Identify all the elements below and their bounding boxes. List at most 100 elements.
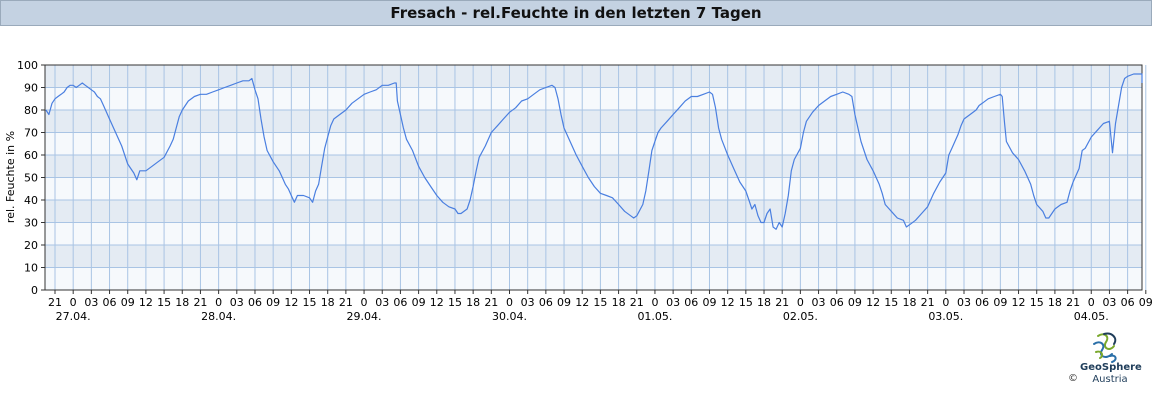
logo-subtitle: Austria bbox=[1092, 374, 1128, 385]
x-tick-label: 21 bbox=[1066, 296, 1080, 309]
band bbox=[45, 200, 1142, 223]
date-label: 03.05. bbox=[928, 310, 963, 323]
x-tick-label: 09 bbox=[557, 296, 571, 309]
x-tick-label: 06 bbox=[684, 296, 698, 309]
x-tick-label: 0 bbox=[651, 296, 658, 309]
x-tick-label: 12 bbox=[575, 296, 589, 309]
y-tick-label: 70 bbox=[24, 127, 38, 140]
x-tick-label: 18 bbox=[466, 296, 480, 309]
x-tick-label: 06 bbox=[975, 296, 989, 309]
x-tick-label: 06 bbox=[103, 296, 117, 309]
y-tick-label: 50 bbox=[24, 172, 38, 185]
x-tick-label: 21 bbox=[339, 296, 353, 309]
x-tick-label: 06 bbox=[393, 296, 407, 309]
x-tick-label: 09 bbox=[266, 296, 280, 309]
band bbox=[45, 245, 1142, 268]
x-tick-label: 09 bbox=[993, 296, 1007, 309]
x-tick-label: 15 bbox=[884, 296, 898, 309]
y-tick-label: 100 bbox=[17, 59, 38, 72]
date-label: 29.04. bbox=[347, 310, 382, 323]
y-axis: 0 10 20 30 40 50 60 70 80 90 100 bbox=[17, 59, 45, 297]
band bbox=[45, 87, 1142, 110]
x-tick-label: 06 bbox=[248, 296, 262, 309]
date-label: 30.04. bbox=[492, 310, 527, 323]
x-tick-label: 15 bbox=[593, 296, 607, 309]
x-tick-label: 09 bbox=[121, 296, 135, 309]
y-tick-label: 90 bbox=[24, 82, 38, 95]
x-tick-label: 12 bbox=[1012, 296, 1026, 309]
band bbox=[45, 222, 1142, 245]
x-tick-label: 15 bbox=[739, 296, 753, 309]
x-tick-label: 18 bbox=[612, 296, 626, 309]
geosphere-logo-icon bbox=[1093, 332, 1117, 363]
band bbox=[45, 110, 1142, 133]
y-tick-label: 30 bbox=[24, 217, 38, 230]
x-tick-label: 21 bbox=[193, 296, 207, 309]
x-tick-label: 15 bbox=[303, 296, 317, 309]
x-tick-label: 03 bbox=[1102, 296, 1116, 309]
y-tick-label: 0 bbox=[31, 284, 38, 297]
x-tick-label: 03 bbox=[84, 296, 98, 309]
x-tick-label: 09 bbox=[702, 296, 716, 309]
copyright-symbol: © bbox=[1068, 373, 1078, 384]
x-tick-label: 06 bbox=[830, 296, 844, 309]
x-tick-label: 0 bbox=[1088, 296, 1095, 309]
y-axis-label: rel. Feuchte in % bbox=[4, 131, 17, 223]
x-tick-label: 21 bbox=[48, 296, 62, 309]
x-tick-label: 09 bbox=[1139, 296, 1152, 309]
y-tick-label: 60 bbox=[24, 149, 38, 162]
x-tick-label: 06 bbox=[1121, 296, 1135, 309]
chart-title: Fresach - rel.Feuchte in den letzten 7 T… bbox=[0, 0, 1152, 26]
x-tick-label: 03 bbox=[521, 296, 535, 309]
x-tick-label: 12 bbox=[430, 296, 444, 309]
x-tick-label: 0 bbox=[215, 296, 222, 309]
date-label: 02.05. bbox=[783, 310, 818, 323]
band bbox=[45, 177, 1142, 200]
y-tick-label: 80 bbox=[24, 104, 38, 117]
humidity-line bbox=[45, 73, 1143, 230]
x-tick-label: 12 bbox=[866, 296, 880, 309]
x-tick-label: 12 bbox=[284, 296, 298, 309]
x-tick-label: 03 bbox=[666, 296, 680, 309]
x-tick-label: 12 bbox=[139, 296, 153, 309]
x-tick-label: 0 bbox=[797, 296, 804, 309]
x-tick-label: 18 bbox=[902, 296, 916, 309]
band bbox=[45, 132, 1142, 155]
x-tick-label: 09 bbox=[848, 296, 862, 309]
logo-name: GeoSphere bbox=[1080, 362, 1142, 373]
x-tick-label: 0 bbox=[942, 296, 949, 309]
x-tick-label: 03 bbox=[375, 296, 389, 309]
y-tick-label: 10 bbox=[24, 262, 38, 275]
x-tick-label: 18 bbox=[175, 296, 189, 309]
x-tick-label: 09 bbox=[412, 296, 426, 309]
x-tick-label: 03 bbox=[230, 296, 244, 309]
x-tick-label: 21 bbox=[484, 296, 498, 309]
series-layer bbox=[45, 73, 1143, 230]
x-tick-label: 15 bbox=[448, 296, 462, 309]
x-tick-label: 03 bbox=[812, 296, 826, 309]
x-axis: 21 0 03 06 09 12 15 18 21 0 03 06 09 12 15 18 21 0 03 06 09 1… bbox=[48, 290, 1152, 323]
x-tick-label: 12 bbox=[721, 296, 735, 309]
date-label: 04.05. bbox=[1074, 310, 1109, 323]
x-tick-label: 03 bbox=[957, 296, 971, 309]
band bbox=[45, 155, 1142, 178]
y-tick-label: 20 bbox=[24, 239, 38, 252]
date-label: 27.04. bbox=[56, 310, 91, 323]
x-tick-label: 0 bbox=[361, 296, 368, 309]
x-tick-label: 21 bbox=[630, 296, 644, 309]
date-label: 01.05. bbox=[637, 310, 672, 323]
y-tick-label: 40 bbox=[24, 194, 38, 207]
x-tick-label: 0 bbox=[506, 296, 513, 309]
x-tick-label: 15 bbox=[157, 296, 171, 309]
band bbox=[45, 65, 1142, 88]
x-tick-label: 15 bbox=[1030, 296, 1044, 309]
alternating-bands bbox=[45, 65, 1142, 290]
x-tick-label: 06 bbox=[539, 296, 553, 309]
x-tick-label: 18 bbox=[1048, 296, 1062, 309]
band bbox=[45, 267, 1142, 290]
x-tick-label: 0 bbox=[70, 296, 77, 309]
x-tick-label: 21 bbox=[921, 296, 935, 309]
x-tick-label: 21 bbox=[775, 296, 789, 309]
x-tick-label: 18 bbox=[321, 296, 335, 309]
